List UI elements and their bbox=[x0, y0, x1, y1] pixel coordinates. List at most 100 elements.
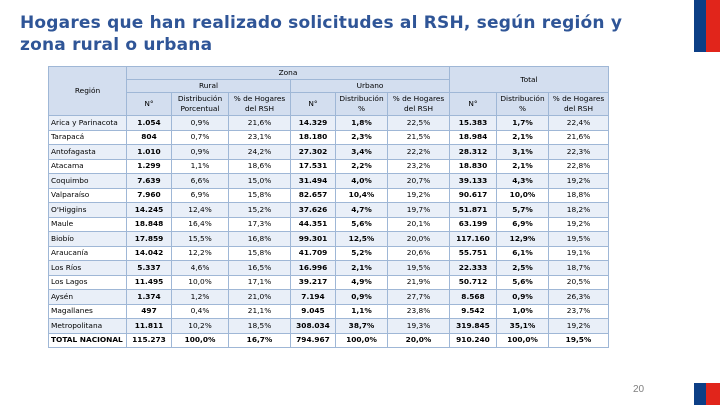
total-dist-cell: 1,7% bbox=[496, 115, 549, 131]
urbano-dist-cell: 2,2% bbox=[335, 158, 388, 174]
rural-pct-cell: 21,1% bbox=[228, 303, 291, 319]
urbano-n-cell: 9.045 bbox=[290, 303, 336, 319]
rural-n-cell: 14.042 bbox=[126, 245, 172, 261]
rsh-table-container: Región Zona Total Rural Urbano N° Distri… bbox=[48, 66, 609, 377]
region-cell: Coquimbo bbox=[48, 173, 127, 189]
total-n-cell: 51.871 bbox=[449, 202, 497, 218]
header-rural-dist: Distribución Porcentual bbox=[171, 92, 229, 116]
rural-dist-cell: 4,6% bbox=[171, 260, 229, 276]
table-row: Tarapacá 804 0,7% 23,1% 18.180 2,3% 21,5% 18.98… bbox=[48, 129, 609, 145]
total-pct-cell: 22,8% bbox=[548, 158, 609, 174]
region-cell: Los Ríos bbox=[48, 260, 127, 276]
urbano-pct-cell: 22,5% bbox=[387, 115, 450, 131]
region-cell: Atacama bbox=[48, 158, 127, 174]
urbano-n-cell: 39.217 bbox=[290, 274, 336, 290]
total-pct-cell: 19,2% bbox=[548, 173, 609, 189]
urbano-pct-cell: 27,7% bbox=[387, 289, 450, 305]
rural-n-cell: 11.495 bbox=[126, 274, 172, 290]
total-pct-cell: 18,2% bbox=[548, 202, 609, 218]
total-rural-pct-cell: 16,7% bbox=[228, 332, 291, 348]
total-dist-cell: 3,1% bbox=[496, 144, 549, 160]
header-urbano: Urbano bbox=[290, 79, 450, 93]
rural-n-cell: 7.960 bbox=[126, 187, 172, 203]
table-row: Coquimbo 7.639 6,6% 15,0% 31.494 4,0% 20,7% 39.… bbox=[48, 173, 609, 189]
total-n-cell: 18.984 bbox=[449, 129, 497, 145]
total-n-cell: 50.712 bbox=[449, 274, 497, 290]
total-label-cell: TOTAL NACIONAL bbox=[48, 332, 127, 348]
urbano-pct-cell: 21,5% bbox=[387, 129, 450, 145]
region-cell: Valparaíso bbox=[48, 187, 127, 203]
urbano-pct-cell: 22,2% bbox=[387, 144, 450, 160]
total-dist-cell: 2,1% bbox=[496, 129, 549, 145]
header-urbano-dist: Distribución % bbox=[335, 92, 388, 116]
total-n-cell: 39.133 bbox=[449, 173, 497, 189]
region-cell: O'Higgins bbox=[48, 202, 127, 218]
urbano-pct-cell: 21,9% bbox=[387, 274, 450, 290]
table-body: Arica y Parinacota 1.054 0,9% 21,6% 14.329 1,… bbox=[48, 115, 609, 348]
urbano-n-cell: 37.626 bbox=[290, 202, 336, 218]
urbano-n-cell: 27.302 bbox=[290, 144, 336, 160]
total-n-cell: 117.160 bbox=[449, 231, 497, 247]
table-row: Magallanes 497 0,4% 21,1% 9.045 1,1% 23,8% 9.54… bbox=[48, 303, 609, 319]
header-urbano-n: N° bbox=[290, 92, 336, 116]
flag-blue-bar bbox=[694, 383, 706, 405]
urbano-n-cell: 41.709 bbox=[290, 245, 336, 261]
total-urbano-dist-cell: 100,0% bbox=[335, 332, 388, 348]
urbano-n-cell: 308.034 bbox=[290, 318, 336, 334]
urbano-dist-cell: 2,3% bbox=[335, 129, 388, 145]
flag-blue-bar bbox=[694, 0, 706, 52]
total-pct-cell: 19,2% bbox=[548, 216, 609, 232]
flag-red-bar bbox=[706, 0, 720, 52]
rural-dist-cell: 6,9% bbox=[171, 187, 229, 203]
rural-pct-cell: 24,2% bbox=[228, 144, 291, 160]
total-dist-cell: 1,0% bbox=[496, 303, 549, 319]
header-zona: Zona bbox=[126, 66, 450, 80]
header-total: Total bbox=[449, 66, 609, 93]
table-row: Valparaíso 7.960 6,9% 15,8% 82.657 10,4% 19,2%… bbox=[48, 187, 609, 203]
urbano-pct-cell: 23,2% bbox=[387, 158, 450, 174]
total-pct-cell: 19,5% bbox=[548, 231, 609, 247]
rural-dist-cell: 0,9% bbox=[171, 115, 229, 131]
total-total-pct-cell: 19,5% bbox=[548, 332, 609, 348]
urbano-n-cell: 31.494 bbox=[290, 173, 336, 189]
total-pct-cell: 26,3% bbox=[548, 289, 609, 305]
header-total-pct: % de Hogares del RSH bbox=[548, 92, 609, 116]
header-region: Región bbox=[48, 66, 127, 116]
urbano-pct-cell: 20,1% bbox=[387, 216, 450, 232]
table-row: Araucanía 14.042 12,2% 15,8% 41.709 5,2% 20,6%… bbox=[48, 245, 609, 261]
urbano-n-cell: 82.657 bbox=[290, 187, 336, 203]
total-pct-cell: 23,7% bbox=[548, 303, 609, 319]
total-dist-cell: 5,6% bbox=[496, 274, 549, 290]
rural-n-cell: 17.859 bbox=[126, 231, 172, 247]
total-n-cell: 55.751 bbox=[449, 245, 497, 261]
rural-pct-cell: 21,6% bbox=[228, 115, 291, 131]
rural-n-cell: 7.639 bbox=[126, 173, 172, 189]
urbano-pct-cell: 19,5% bbox=[387, 260, 450, 276]
total-dist-cell: 2,5% bbox=[496, 260, 549, 276]
header-total-dist: Distribución % bbox=[496, 92, 549, 116]
region-cell: Magallanes bbox=[48, 303, 127, 319]
total-row: TOTAL NACIONAL 115.273 100,0% 16,7% 794.967 1… bbox=[48, 332, 609, 348]
urbano-pct-cell: 20,0% bbox=[387, 231, 450, 247]
total-n-cell: 9.542 bbox=[449, 303, 497, 319]
total-dist-cell: 2,1% bbox=[496, 158, 549, 174]
rsh-table: Región Zona Total Rural Urbano N° Distri… bbox=[48, 66, 609, 348]
urbano-dist-cell: 4,0% bbox=[335, 173, 388, 189]
urbano-pct-cell: 23,8% bbox=[387, 303, 450, 319]
total-rural-n-cell: 115.273 bbox=[126, 332, 172, 348]
region-cell: Aysén bbox=[48, 289, 127, 305]
region-cell: Metropolitana bbox=[48, 318, 127, 334]
total-rural-dist-cell: 100,0% bbox=[171, 332, 229, 348]
total-n-cell: 15.383 bbox=[449, 115, 497, 131]
total-n-cell: 28.312 bbox=[449, 144, 497, 160]
rural-pct-cell: 15,0% bbox=[228, 173, 291, 189]
rural-n-cell: 1.299 bbox=[126, 158, 172, 174]
urbano-pct-cell: 19,3% bbox=[387, 318, 450, 334]
rural-pct-cell: 15,2% bbox=[228, 202, 291, 218]
total-urbano-n-cell: 794.967 bbox=[290, 332, 336, 348]
total-dist-cell: 6,9% bbox=[496, 216, 549, 232]
urbano-n-cell: 7.194 bbox=[290, 289, 336, 305]
total-n-cell: 22.333 bbox=[449, 260, 497, 276]
rural-pct-cell: 18,5% bbox=[228, 318, 291, 334]
rural-pct-cell: 16,5% bbox=[228, 260, 291, 276]
